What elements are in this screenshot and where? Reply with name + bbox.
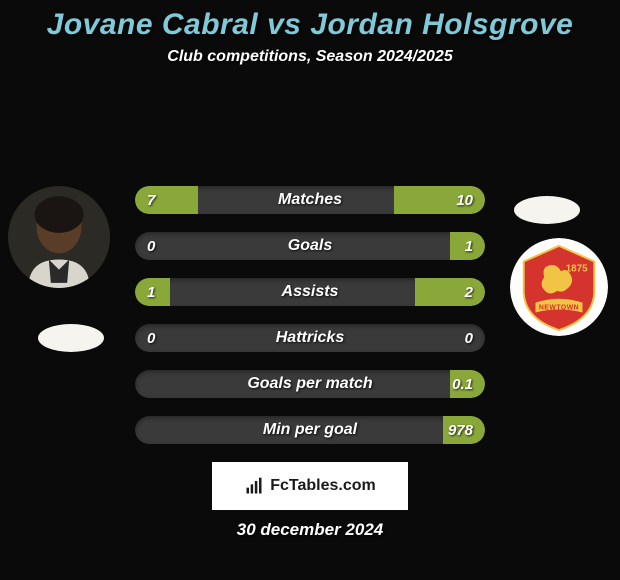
bar-label: Assists bbox=[282, 283, 339, 301]
bar-value-left: 1 bbox=[147, 284, 155, 301]
bar-label: Min per goal bbox=[263, 421, 357, 439]
bar-value-right: 2 bbox=[465, 284, 473, 301]
chart-icon bbox=[244, 476, 264, 496]
comparison-bars: 7 10 Matches 0 1 Goals 1 2 Assists 0 0 Hattricks 0.1… bbox=[135, 186, 485, 444]
avatar-left bbox=[8, 186, 110, 288]
bar-value-left: 0 bbox=[147, 238, 155, 255]
bar-label: Goals per match bbox=[247, 375, 372, 393]
team-badge-right bbox=[514, 196, 580, 224]
bar-value-right: 10 bbox=[456, 192, 473, 209]
avatar-right: 1875 NEWTOWN bbox=[510, 238, 608, 336]
page-title: Jovane Cabral vs Jordan Holsgrove bbox=[47, 8, 574, 42]
comparison-stage: 1875 NEWTOWN 7 10 Matches 0 1 Goals 1 2 Assists 0… bbox=[0, 66, 620, 580]
svg-text:1875: 1875 bbox=[566, 263, 588, 274]
stat-bar: 0 0 Hattricks bbox=[135, 324, 485, 352]
bar-fill-left bbox=[135, 186, 198, 214]
stat-bar: 0 1 Goals bbox=[135, 232, 485, 260]
bar-label: Hattricks bbox=[276, 329, 344, 347]
svg-text:NEWTOWN: NEWTOWN bbox=[539, 305, 579, 312]
bar-value-left: 0 bbox=[147, 330, 155, 347]
bar-value-left: 7 bbox=[147, 192, 155, 209]
stat-bar: 1 2 Assists bbox=[135, 278, 485, 306]
content-root: Jovane Cabral vs Jordan Holsgrove Club c… bbox=[0, 0, 620, 580]
bar-value-right: 978 bbox=[448, 422, 473, 439]
bar-value-right: 1 bbox=[465, 238, 473, 255]
bar-fill-right bbox=[415, 278, 485, 306]
source-badge-text: FcTables.com bbox=[270, 477, 376, 495]
source-badge: FcTables.com bbox=[212, 462, 408, 510]
bar-value-right: 0 bbox=[465, 330, 473, 347]
stat-bar: 7 10 Matches bbox=[135, 186, 485, 214]
subtitle: Club competitions, Season 2024/2025 bbox=[167, 48, 452, 66]
crest-icon: 1875 NEWTOWN bbox=[510, 238, 608, 336]
team-badge-left bbox=[38, 324, 104, 352]
stat-bar: 0.1 Goals per match bbox=[135, 370, 485, 398]
bar-label: Matches bbox=[278, 191, 342, 209]
bar-value-right: 0.1 bbox=[452, 376, 473, 393]
stat-bar: 978 Min per goal bbox=[135, 416, 485, 444]
person-icon bbox=[8, 186, 110, 288]
bar-label: Goals bbox=[288, 237, 332, 255]
date-text: 30 december 2024 bbox=[237, 520, 384, 540]
